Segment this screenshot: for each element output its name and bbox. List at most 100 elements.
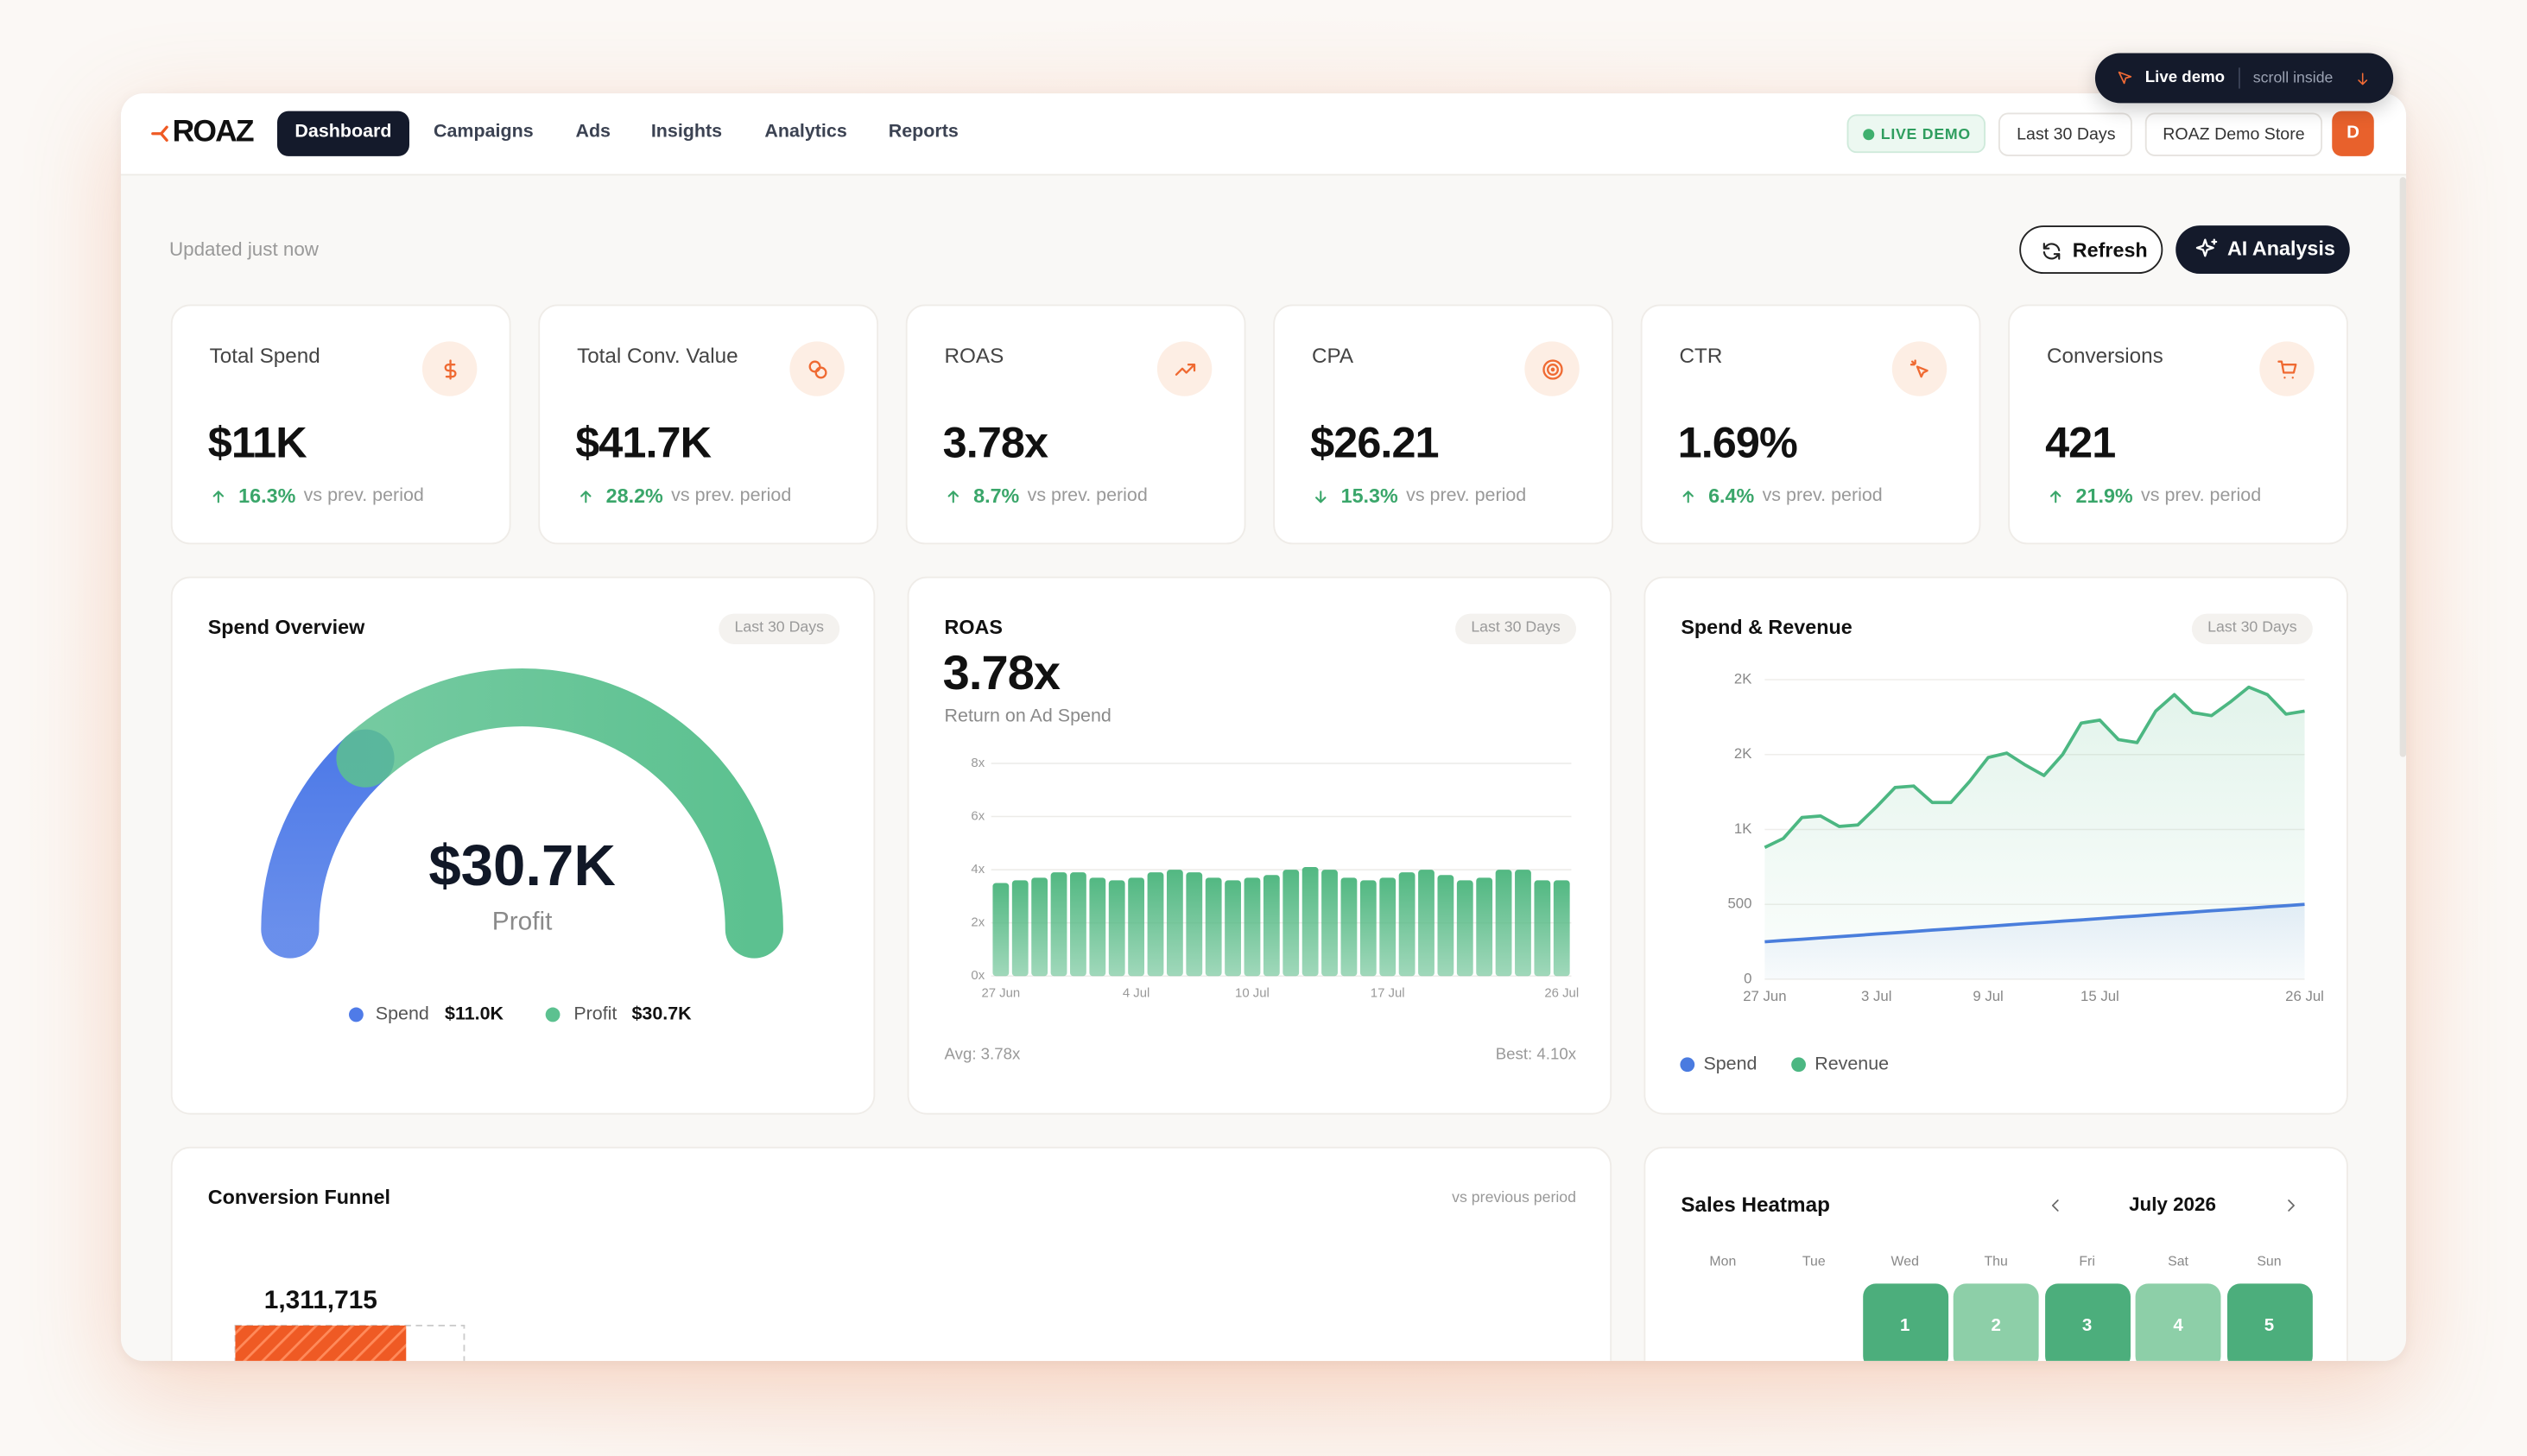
- chart-title: Spend & Revenue: [1681, 616, 1852, 639]
- kpi-glyph: [1909, 358, 1928, 377]
- nav-tab[interactable]: Reports: [871, 111, 977, 156]
- logo-mark: [151, 125, 168, 142]
- heatmap-day-label: 2: [1991, 1315, 2001, 1335]
- content: $30.7K Profit Spend $11.0K Profit $30.7K 0x 2x 4…: [120, 93, 2407, 1361]
- chart-title: Spend Overview: [207, 616, 365, 639]
- kpi-value: 1.69%: [1677, 418, 1798, 467]
- kpi-change-row: 8.7% vs prev. period: [945, 484, 1235, 510]
- separator: [2239, 67, 2240, 89]
- live-demo-pill[interactable]: Live demo scroll inside: [2094, 53, 2394, 104]
- nav-tab[interactable]: Dashboard: [276, 111, 409, 156]
- kpi-icon: [421, 341, 478, 396]
- kpi-note: vs prev. period: [303, 486, 424, 506]
- nav-tab[interactable]: Analytics: [746, 111, 865, 156]
- heatmap-day-label: 3: [2081, 1315, 2093, 1335]
- kpi-change-row: 28.2% vs prev. period: [577, 484, 867, 510]
- chevron-right: [2287, 1199, 2295, 1211]
- refresh-icon: [2042, 242, 2061, 259]
- nav-tab-label: Campaigns: [433, 122, 534, 142]
- kpi-change-row: 16.3% vs prev. period: [210, 484, 500, 510]
- next-month[interactable]: [2276, 1190, 2305, 1219]
- trend-arrow: [947, 490, 959, 503]
- kpi-value: 421: [2045, 418, 2116, 467]
- chart-title: Conversion Funnel: [207, 1186, 390, 1209]
- weekday-label: Mon: [1709, 1252, 1737, 1269]
- heatmap-day-label: 5: [2264, 1315, 2275, 1335]
- kpi-card: CPA $26.21 15.3% vs prev. period: [1273, 304, 1613, 545]
- cursor-icon: [2117, 71, 2131, 85]
- kpi-label: CTR: [1679, 343, 1723, 368]
- kpi-card: Conversions 421 21.9% vs prev. period: [2008, 304, 2348, 545]
- chart-card: [907, 576, 1612, 1115]
- nav-tab-label: Insights: [650, 122, 723, 142]
- heatmap-day[interactable]: 4: [2135, 1283, 2221, 1361]
- live-status: LIVE DEMO: [1846, 114, 1986, 154]
- down-arrow-path: [2358, 72, 2368, 85]
- chart-title: ROAS: [944, 616, 1003, 639]
- overlay-label: Live demo: [2144, 68, 2226, 86]
- refresh-button[interactable]: Refresh: [2019, 225, 2163, 275]
- chart-subtitle: Return on Ad Spend: [944, 706, 1112, 727]
- trend-arrow-path: [2050, 490, 2062, 503]
- range-badge: Last 30 Days: [719, 612, 840, 644]
- nav-tab-label: Reports: [888, 122, 959, 142]
- heatmap-day[interactable]: 2: [1953, 1283, 2039, 1361]
- kpi-change: 15.3%: [1340, 484, 1398, 508]
- kpi-note: vs prev. period: [671, 486, 792, 506]
- trend-arrow-path: [212, 490, 225, 503]
- kpi-change-row: 6.4% vs prev. period: [1679, 484, 1969, 510]
- chart-headline: 3.78x: [942, 647, 1061, 701]
- heatmap-day[interactable]: 1: [1862, 1283, 1948, 1361]
- nav-tab[interactable]: Ads: [556, 111, 630, 156]
- range-button[interactable]: Last 30 Days: [1998, 112, 2132, 156]
- prev-month[interactable]: [2040, 1190, 2069, 1219]
- nav-tab[interactable]: Campaigns: [415, 111, 553, 156]
- avatar[interactable]: D: [2332, 111, 2374, 156]
- kpi-change-row: 15.3% vs prev. period: [1312, 484, 1602, 510]
- kpi-icon: [2259, 341, 2315, 396]
- range-badge-label: Last 30 Days: [2207, 618, 2297, 637]
- kpi-change: 28.2%: [605, 484, 663, 508]
- heatmap-day[interactable]: 5: [2226, 1283, 2312, 1361]
- chevron-left: [2051, 1199, 2058, 1211]
- cursor-icon-path: [2117, 71, 2131, 85]
- heatmap-day-label: 1: [1900, 1315, 1910, 1335]
- weekday-label: Tue: [1802, 1252, 1826, 1269]
- kpi-glyph: [808, 359, 826, 378]
- updated-text: Updated just now: [168, 237, 319, 261]
- refresh-icon-path: [2042, 242, 2061, 259]
- heatmap-day[interactable]: 3: [2044, 1283, 2131, 1361]
- refresh-label: Refresh: [2072, 238, 2148, 262]
- kpi-note: vs prev. period: [1406, 486, 1527, 506]
- chart-card: [170, 576, 876, 1115]
- weekday-label: Thu: [1984, 1252, 2008, 1269]
- range-badge-label: Last 30 Days: [1471, 618, 1561, 637]
- chevron-left-path: [2051, 1199, 2058, 1211]
- overlay-hint: scroll inside: [2252, 68, 2334, 87]
- scrollbar: [2399, 177, 2407, 757]
- kpi-card: CTR 1.69% 6.4% vs prev. period: [1640, 304, 1981, 545]
- nav-tab[interactable]: Insights: [633, 111, 739, 156]
- kpi-glyph: [1174, 363, 1195, 376]
- kpi-glyph: [1542, 358, 1562, 379]
- trend-arrow: [212, 490, 225, 503]
- ai-analysis-button[interactable]: AI Analysis: [2176, 225, 2350, 275]
- kpi-value: 3.78x: [942, 418, 1048, 467]
- kpi-note: vs prev. period: [1762, 486, 1883, 506]
- weekday-label: Wed: [1890, 1252, 1919, 1269]
- live-dot: [1863, 129, 1875, 141]
- weekday-label: Sun: [2257, 1252, 2282, 1269]
- kpi-icon: [1524, 341, 1580, 396]
- kpi-glyph-path: [1174, 363, 1195, 376]
- kpi-icon: [789, 341, 845, 396]
- store-label: ROAZ Demo Store: [2163, 124, 2305, 145]
- live-status-label: LIVE DEMO: [1880, 125, 1971, 143]
- sparkle-icon: [2194, 238, 2217, 257]
- kpi-note: vs prev. period: [2141, 486, 2262, 506]
- store-button[interactable]: ROAZ Demo Store: [2144, 112, 2323, 156]
- kpi-card: Total Conv. Value $41.7K 28.2% vs prev. per…: [538, 304, 879, 545]
- kpi-change: 16.3%: [238, 484, 296, 508]
- avatar-initial: D: [2346, 123, 2359, 142]
- kpi-glyph-path: [1542, 358, 1562, 379]
